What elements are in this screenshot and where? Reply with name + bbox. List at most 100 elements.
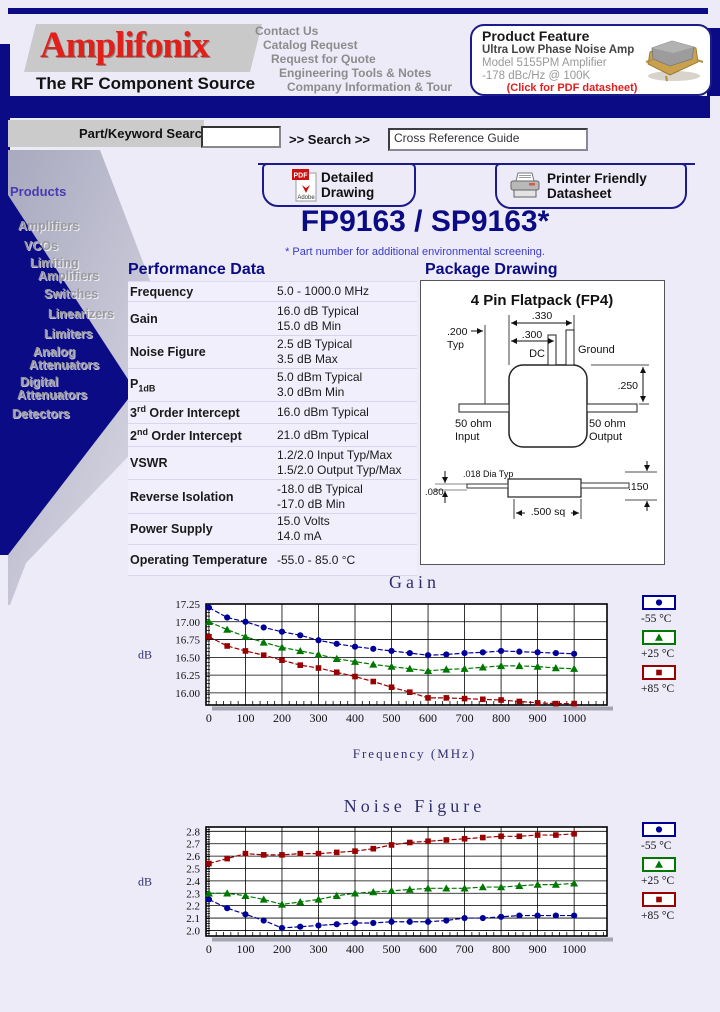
pdf-datasheet-link[interactable]: (Click for PDF datasheet) [506, 82, 638, 94]
svg-text:2.0: 2.0 [186, 925, 200, 937]
performance-data-heading: Performance Data [128, 261, 265, 278]
svg-text:400: 400 [346, 942, 364, 956]
svg-text:100: 100 [236, 942, 254, 956]
sidebar-arrow-graphic [8, 150, 192, 605]
header-divider-band [8, 96, 710, 118]
row-label: P1dB [130, 376, 156, 394]
gain-title: Gain [389, 572, 440, 592]
row-label: Gain [130, 311, 158, 326]
svg-text:300: 300 [309, 942, 327, 956]
svg-text:900: 900 [529, 942, 547, 956]
gain-series--55-c [205, 604, 578, 659]
left-border-strip [0, 44, 10, 555]
nav-link-company-information[interactable]: Company Information & Tour [287, 80, 453, 94]
svg-text:.500 sq: .500 sq [531, 506, 566, 518]
detailed-drawing-tab[interactable]: PDF Adobe Detailed Drawing [262, 163, 416, 207]
svg-text:Output: Output [589, 431, 622, 443]
row-label: 3rd Order Intercept [130, 404, 240, 421]
gain-legend: -55 °C +25 °C +85 °C [641, 595, 676, 695]
svg-text:16.75: 16.75 [175, 635, 200, 647]
search-label-background [8, 120, 204, 147]
company-tagline: The RF Component Source [36, 74, 256, 93]
search-label: Part/Keyword Search [79, 126, 210, 141]
row-label: 2nd Order Intercept [130, 426, 242, 444]
row-value: 21.0 dBm Typical [277, 427, 369, 442]
row-label: Frequency [130, 284, 194, 299]
sidebar-item-detectors[interactable]: Detectors [12, 407, 70, 421]
svg-text:-55 °C: -55 °C [641, 840, 672, 852]
noise-figure-title: Noise Figure [344, 796, 486, 816]
printer-friendly-tab[interactable]: Printer Friendly Datasheet [495, 163, 687, 209]
tab-bar-line [258, 163, 695, 165]
svg-text:300: 300 [309, 711, 327, 725]
sidebar-item-amplifiers[interactable]: Amplifiers [18, 219, 80, 233]
nav-link-engineering-tools[interactable]: Engineering Tools & Notes [279, 66, 432, 80]
svg-text:.300: .300 [522, 329, 543, 341]
sidebar-item-digital-attenuators[interactable]: Digital Attenuators [17, 375, 88, 402]
printer-friendly-label: Printer Friendly Datasheet [547, 171, 647, 201]
svg-text:Typ: Typ [447, 339, 464, 351]
sidebar-item-linearizers[interactable]: Linearizers [48, 307, 115, 321]
product-feature-box: Product Feature Ultra Low Phase Noise Am… [470, 24, 712, 96]
svg-text:700: 700 [456, 711, 474, 725]
svg-text:0: 0 [206, 711, 212, 725]
svg-text:200: 200 [273, 942, 291, 956]
performance-table: Frequency 5.0 - 1000.0 MHz Gain 16.0 dB Typ… [128, 281, 417, 576]
svg-text:.080: .080 [425, 487, 444, 498]
part-keyword-search-input[interactable] [201, 126, 281, 148]
noise-figure-chart-container: Noise Figure 2.8 2.7 2.6 2.5 2.4 2.3 2.2 2.1 2.0 0… [128, 788, 712, 979]
svg-text:1000: 1000 [562, 711, 586, 725]
nav-link-catalog-request[interactable]: Catalog Request [263, 38, 358, 52]
svg-text:2.5: 2.5 [186, 863, 200, 875]
sidebar-item-limiting-amplifiers[interactable]: Limiting Amplifiers [30, 256, 100, 283]
svg-text:500: 500 [383, 711, 401, 725]
package-drawing-heading: Package Drawing [425, 261, 558, 278]
product-feature-line3: -178 dBc/Hz @ 100K [482, 70, 591, 82]
search-button[interactable]: >> Search >> [289, 132, 370, 147]
svg-text:700: 700 [456, 942, 474, 956]
svg-text:+25 °C: +25 °C [641, 648, 674, 660]
header-nav: Contact Us Catalog Request Request for Q… [255, 24, 452, 94]
noise-figure-series--85-c [206, 831, 577, 867]
row-value: 5.0 dBm Typical 3.0 dBm Min [277, 370, 363, 399]
svg-text:200: 200 [273, 711, 291, 725]
svg-text:16.00: 16.00 [175, 688, 200, 700]
noise-figure-legend: -55 °C +25 °C +85 °C [641, 822, 676, 922]
detailed-drawing-label: Detailed Drawing [321, 170, 375, 200]
sidebar-item-analog-attenuators[interactable]: Analog Attenuators [29, 345, 100, 372]
svg-text:2.3: 2.3 [186, 888, 200, 900]
svg-text:2.7: 2.7 [186, 839, 200, 851]
sidebar-title-products[interactable]: Products [10, 184, 67, 199]
noise-figure-y-axis-label: dB [138, 875, 152, 889]
package-drawing-panel: 4 Pin Flatpack (FP4) DC Ground .330 .300… [420, 280, 665, 565]
svg-text:600: 600 [419, 711, 437, 725]
amplifonix-logo[interactable]: Amplifonix [40, 25, 210, 66]
svg-text:.200: .200 [447, 326, 468, 338]
svg-text:16.25: 16.25 [175, 670, 200, 682]
sidebar-item-switches[interactable]: Switches [44, 287, 99, 301]
top-border-bar [8, 8, 708, 14]
nav-link-request-for-quote[interactable]: Request for Quote [271, 52, 376, 66]
row-value: 16.0 dB Typical 15.0 dB Min [277, 303, 359, 333]
sidebar-item-vcos[interactable]: VCOs [24, 239, 59, 253]
page-subtitle: * Part number for additional environment… [285, 246, 545, 258]
row-value: 5.0 - 1000.0 MHz [277, 284, 370, 298]
svg-text:800: 800 [492, 711, 510, 725]
svg-text:400: 400 [346, 711, 364, 725]
nav-link-contact-us[interactable]: Contact Us [255, 24, 319, 38]
cross-reference-select[interactable]: Cross Reference Guide [388, 128, 588, 151]
row-value: 16.0 dBm Typical [277, 405, 369, 419]
svg-text:DC: DC [529, 348, 545, 360]
row-value: 2.5 dB Typical 3.5 dB Max [277, 337, 353, 366]
package-drawing-figure: 4 Pin Flatpack (FP4) DC Ground .330 .300… [425, 292, 657, 519]
svg-text:PDF: PDF [294, 172, 309, 179]
svg-text:2.4: 2.4 [186, 876, 200, 888]
gain-series--85-c [206, 633, 577, 707]
row-value: 15.0 Volts 14.0 mA [277, 514, 330, 543]
product-feature-line1: Ultra Low Phase Noise Amp [482, 44, 635, 56]
row-value: 1.2/2.0 Input Typ/Max 1.5/2.0 Output Typ/… [277, 448, 402, 477]
svg-text:Input: Input [455, 431, 479, 443]
sidebar-item-limiters[interactable]: Limiters [44, 327, 93, 341]
svg-text:500: 500 [383, 942, 401, 956]
